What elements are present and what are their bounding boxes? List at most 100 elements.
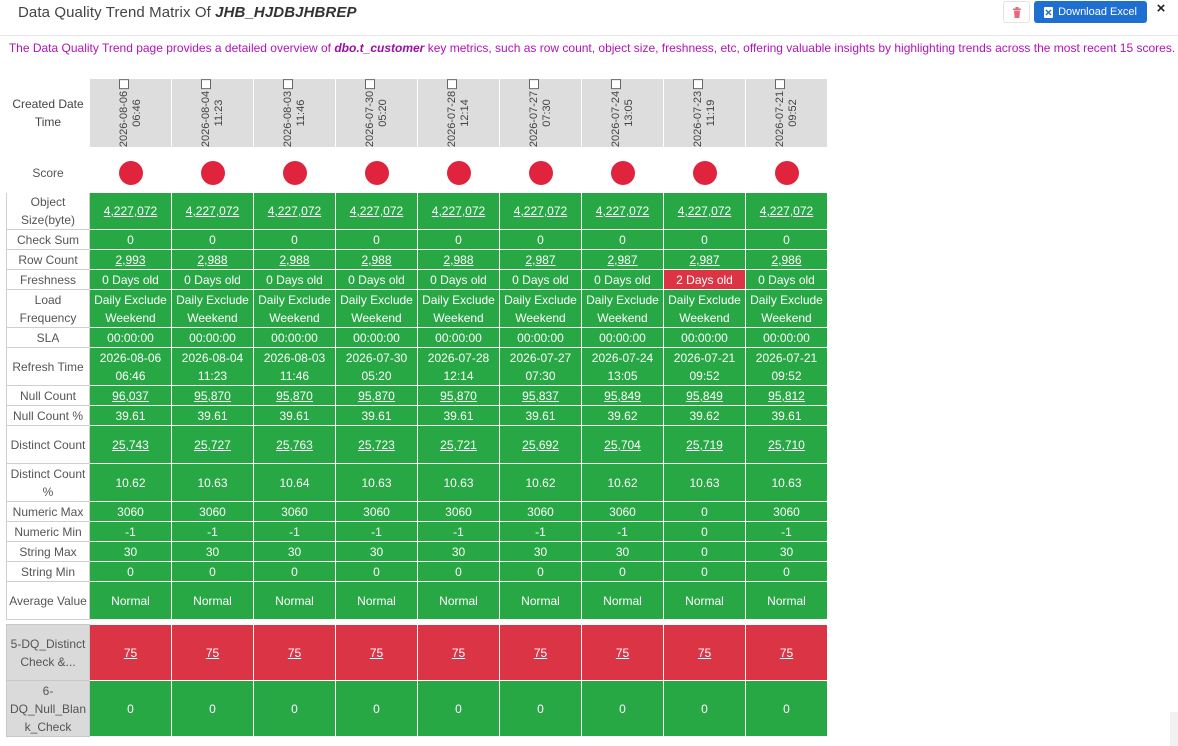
column-select-checkbox[interactable] xyxy=(200,79,211,89)
rule5-value[interactable]: 75 xyxy=(615,645,630,660)
object-size-value[interactable]: 4,227,072 xyxy=(267,204,322,218)
column-date-text: 2026-07-27 07:30 xyxy=(528,79,554,147)
column-select-checkbox[interactable] xyxy=(692,79,703,89)
rule5-value[interactable]: 75 xyxy=(451,645,466,660)
row-count-value[interactable]: 2,988 xyxy=(279,252,310,267)
rule5-value[interactable]: 75 xyxy=(123,645,138,660)
row-count-value[interactable]: 2,987 xyxy=(525,252,556,267)
row-count-value[interactable]: 2,988 xyxy=(197,252,228,267)
object-size-value[interactable]: 4,227,072 xyxy=(103,204,158,218)
distinct-count-value[interactable]: 25,704 xyxy=(604,437,641,452)
object-size-cell: 4,227,072 xyxy=(581,192,664,230)
null-count-value[interactable]: 95,870 xyxy=(194,388,231,403)
row-count-value[interactable]: 2,986 xyxy=(771,252,802,267)
score-cell xyxy=(581,152,664,193)
null-count-value[interactable]: 95,849 xyxy=(686,388,723,403)
row-count-value[interactable]: 2,993 xyxy=(115,252,146,267)
score-red-dot[interactable] xyxy=(692,160,717,185)
column-select-checkbox[interactable] xyxy=(528,79,539,89)
distinct-count-value[interactable]: 25,763 xyxy=(276,437,313,452)
check-sum-value: 0 xyxy=(209,232,216,247)
null-count-value[interactable]: 95,870 xyxy=(440,388,477,403)
distinct-count-value[interactable]: 25,692 xyxy=(522,437,559,452)
score-red-dot[interactable] xyxy=(364,160,389,185)
null-count-cell: 95,870 xyxy=(335,385,418,406)
row-count-value[interactable]: 2,988 xyxy=(361,252,392,267)
object-size-value[interactable]: 4,227,072 xyxy=(349,204,404,218)
null-count-pct-cell: 39.62 xyxy=(663,405,746,426)
object-size-value[interactable]: 4,227,072 xyxy=(431,204,486,218)
rule6-cell: 0 xyxy=(663,680,746,737)
refresh-time: 09:52 xyxy=(689,368,720,383)
column-select-checkbox[interactable] xyxy=(774,79,785,89)
scrollbar[interactable] xyxy=(1170,712,1178,746)
load-frequency-cell: Daily Exclude Weekend xyxy=(417,289,500,328)
rule5-value[interactable]: 75 xyxy=(369,645,384,660)
load-frequency-line1: Daily Exclude xyxy=(176,292,249,307)
refresh-time-cell: 2026-07-24 13:05 xyxy=(581,347,664,386)
numeric-max-row: Numeric Max 3060 3060 3060 3060 3060 3060 3060 0… xyxy=(6,501,828,522)
null-count-value[interactable]: 95,870 xyxy=(276,388,313,403)
column-select-checkbox[interactable] xyxy=(282,79,293,89)
null-count-value[interactable]: 95,870 xyxy=(358,388,395,403)
row-count-value[interactable]: 2,987 xyxy=(689,252,720,267)
rule5-value[interactable]: 75 xyxy=(779,645,794,660)
distinct-count-cell: 25,710 xyxy=(745,425,828,464)
string-max-cell: 30 xyxy=(89,541,172,562)
refresh-time: 06:46 xyxy=(115,368,146,383)
string-max-cell: 30 xyxy=(581,541,664,562)
trend-matrix-body: Created Date Time 2026-08-06 06:46 2026-08-… xyxy=(6,78,828,737)
refresh-time: 12:14 xyxy=(443,368,474,383)
rule6-value: 0 xyxy=(783,701,790,716)
numeric-max-value: 3060 xyxy=(445,504,472,519)
check-sum-cell: 0 xyxy=(745,229,828,250)
column-date-text: 2026-07-21 09:52 xyxy=(774,79,800,147)
column-select-checkbox[interactable] xyxy=(364,79,375,89)
object-size-value[interactable]: 4,227,072 xyxy=(759,204,814,218)
score-red-dot[interactable] xyxy=(528,160,553,185)
score-red-dot[interactable] xyxy=(118,160,143,185)
row-count-value[interactable]: 2,987 xyxy=(607,252,638,267)
null-count-value[interactable]: 95,837 xyxy=(522,388,559,403)
column-select-checkbox[interactable] xyxy=(610,79,621,89)
column-select-checkbox[interactable] xyxy=(118,79,129,89)
check-sum-cell: 0 xyxy=(417,229,500,250)
score-red-dot[interactable] xyxy=(200,160,225,185)
rule5-value[interactable]: 75 xyxy=(287,645,302,660)
delete-button[interactable] xyxy=(1003,1,1030,23)
score-red-dot[interactable] xyxy=(282,160,307,185)
object-size-value[interactable]: 4,227,072 xyxy=(595,204,650,218)
average-value-value: Normal xyxy=(193,593,232,608)
distinct-count-pct-value: 10.62 xyxy=(607,475,638,490)
rule5-value[interactable]: 75 xyxy=(697,645,712,660)
distinct-count-value[interactable]: 25,727 xyxy=(194,437,231,452)
row-count-cell: 2,988 xyxy=(253,249,336,270)
distinct-count-value[interactable]: 25,719 xyxy=(686,437,723,452)
distinct-count-value[interactable]: 25,743 xyxy=(112,437,149,452)
distinct-count-value[interactable]: 25,721 xyxy=(440,437,477,452)
null-count-value[interactable]: 95,812 xyxy=(768,388,805,403)
object-size-value[interactable]: 4,227,072 xyxy=(677,204,732,218)
score-red-dot[interactable] xyxy=(610,160,635,185)
object-size-value[interactable]: 4,227,072 xyxy=(185,204,240,218)
refresh-time-cell: 2026-07-30 05:20 xyxy=(335,347,418,386)
rule5-value[interactable]: 75 xyxy=(205,645,220,660)
distinct-count-value[interactable]: 25,723 xyxy=(358,437,395,452)
download-excel-button[interactable]: Download Excel xyxy=(1034,1,1147,23)
load-frequency-cell: Daily Exclude Weekend xyxy=(745,289,828,328)
numeric-min-row: Numeric Min -1 -1 -1 -1 -1 -1 -1 0 -1 xyxy=(6,521,828,542)
null-count-value[interactable]: 95,849 xyxy=(604,388,641,403)
rule5-value[interactable]: 75 xyxy=(533,645,548,660)
refresh-date: 2026-08-06 xyxy=(99,350,162,365)
score-red-dot[interactable] xyxy=(774,160,799,185)
sla-value: 00:00:00 xyxy=(271,330,318,345)
score-red-dot[interactable] xyxy=(446,160,471,185)
distinct-count-cell: 25,719 xyxy=(663,425,746,464)
column-select-checkbox[interactable] xyxy=(446,79,457,89)
object-size-value[interactable]: 4,227,072 xyxy=(513,204,568,218)
close-button[interactable]: × xyxy=(1156,0,1166,17)
row-count-value[interactable]: 2,988 xyxy=(443,252,474,267)
null-count-value[interactable]: 96,037 xyxy=(112,388,149,403)
load-frequency-cell: Daily Exclude Weekend xyxy=(663,289,746,328)
distinct-count-value[interactable]: 25,710 xyxy=(768,437,805,452)
